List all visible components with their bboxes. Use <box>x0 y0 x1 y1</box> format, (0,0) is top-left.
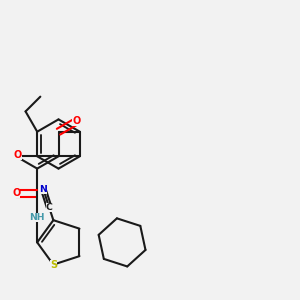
Text: O: O <box>13 150 22 161</box>
Text: C: C <box>46 203 52 212</box>
Text: O: O <box>12 188 20 198</box>
Text: NH: NH <box>29 213 45 222</box>
Text: N: N <box>40 185 47 194</box>
Text: O: O <box>73 116 81 126</box>
Text: S: S <box>50 260 57 270</box>
